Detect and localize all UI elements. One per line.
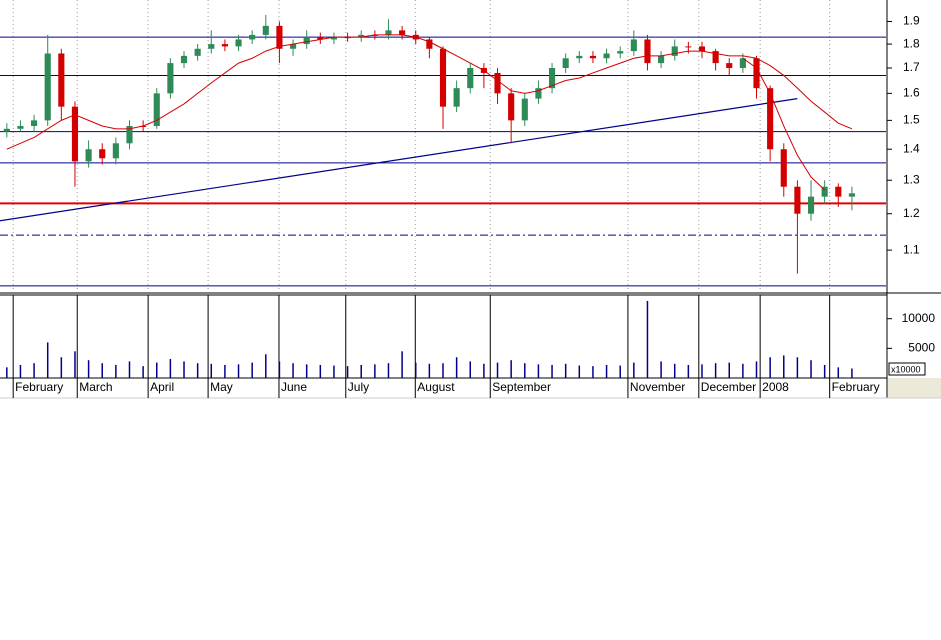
x-tick-label: March xyxy=(79,380,112,394)
candle-body xyxy=(807,196,815,214)
candle-body xyxy=(153,93,160,126)
candle-body xyxy=(658,55,665,64)
y-tick-label: 1.6 xyxy=(903,86,920,100)
candle-body xyxy=(303,37,310,45)
candle-body xyxy=(521,98,528,121)
candle-body xyxy=(126,125,133,144)
candle-body xyxy=(753,58,760,89)
candle-body xyxy=(848,193,855,197)
corner-box xyxy=(888,378,941,398)
y-tick-label: 1.8 xyxy=(903,36,920,50)
candle-body xyxy=(180,55,188,64)
candle-body xyxy=(467,67,474,89)
candle-body xyxy=(780,149,787,187)
candle-body xyxy=(249,34,256,40)
candle-body xyxy=(562,58,569,68)
candle-body xyxy=(85,149,92,162)
candle-body xyxy=(3,128,10,132)
candle-body xyxy=(194,48,201,56)
candle-body xyxy=(576,55,583,59)
candle-body xyxy=(221,44,228,47)
candle-body xyxy=(399,30,406,35)
candle-body xyxy=(739,58,746,68)
y-tick-label: 1.7 xyxy=(903,60,920,74)
candle-body xyxy=(685,46,692,48)
candle-body xyxy=(31,120,38,126)
candle-body xyxy=(167,63,174,94)
candle-body xyxy=(71,106,79,162)
y-tick-label: 1.2 xyxy=(903,206,920,220)
candle-body xyxy=(99,149,106,159)
x-tick-label: July xyxy=(348,380,369,394)
candle-body xyxy=(698,46,706,52)
x-tick-label: June xyxy=(281,380,307,394)
candle-body xyxy=(358,34,365,38)
x-tick-label: May xyxy=(210,380,233,394)
x-tick-label: February xyxy=(832,380,880,394)
candle-body xyxy=(644,39,651,64)
candle-body xyxy=(794,186,801,214)
candle-body xyxy=(439,48,447,107)
candle-body xyxy=(453,88,460,107)
candle-body xyxy=(548,67,556,89)
candle-body xyxy=(589,55,597,59)
candle-body xyxy=(835,186,842,197)
unit-box xyxy=(888,362,926,376)
candle-body xyxy=(535,88,542,99)
candle-body xyxy=(262,25,269,35)
x-tick-label: September xyxy=(492,380,551,394)
candle-body xyxy=(17,125,24,129)
x-tick-label: December xyxy=(701,380,756,394)
candle-body xyxy=(426,39,433,49)
y-tick-label: 1.9 xyxy=(903,14,920,28)
candle-body xyxy=(494,72,501,94)
y-tick-label: 1.4 xyxy=(903,141,920,155)
candle-body xyxy=(712,51,719,64)
candle-body xyxy=(330,37,338,40)
candle-body xyxy=(385,30,392,35)
volume-unit: x10000 xyxy=(891,364,921,374)
x-tick-label: August xyxy=(417,380,455,394)
candle-body xyxy=(317,37,324,40)
y-tick-label: 1.5 xyxy=(903,113,920,127)
candle-body xyxy=(58,53,65,107)
candle-body xyxy=(508,93,515,121)
x-tick-label: 2008 xyxy=(762,380,789,394)
volume-y-tick-label: 10000 xyxy=(902,311,936,325)
candle-body xyxy=(235,39,242,47)
candle-body xyxy=(630,39,637,52)
candle-body xyxy=(112,143,119,159)
candle-body xyxy=(671,46,678,56)
candle-body xyxy=(603,53,610,59)
y-tick-label: 1.3 xyxy=(903,172,920,186)
moving-average xyxy=(6,34,853,150)
x-tick-label: April xyxy=(150,380,174,394)
candle-body xyxy=(617,51,624,54)
x-tick-label: February xyxy=(15,380,63,394)
volume-y-tick-label: 5000 xyxy=(908,341,935,355)
y-tick-label: 1.1 xyxy=(903,242,920,256)
candle-body xyxy=(44,53,51,121)
candle-body xyxy=(726,63,733,68)
trendline xyxy=(0,98,798,222)
candle-body xyxy=(821,186,828,197)
candle-body xyxy=(276,25,283,49)
candle-body xyxy=(289,44,297,49)
moving-average xyxy=(742,57,826,191)
x-tick-label: November xyxy=(630,380,685,394)
candle-body xyxy=(767,88,774,150)
candle-body xyxy=(208,44,215,49)
